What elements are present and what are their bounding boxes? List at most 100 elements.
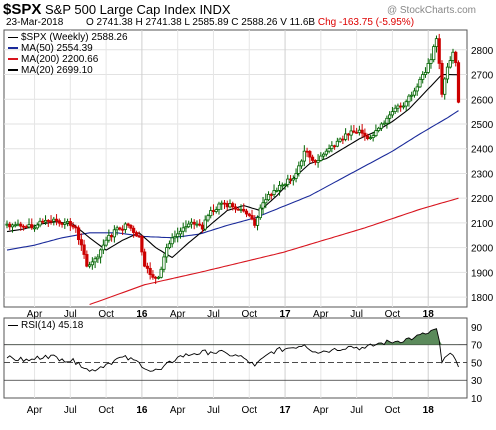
- candle-body: [335, 140, 339, 147]
- candle-body: [371, 135, 375, 138]
- candle-body: [399, 105, 403, 108]
- candle-body: [404, 101, 408, 107]
- candle-body: [261, 202, 265, 209]
- candle-body: [299, 160, 304, 167]
- x-tick-label: 18: [423, 309, 435, 320]
- candle-body: [198, 223, 202, 226]
- watermark: @ StockCharts.com: [386, 5, 476, 16]
- candle-body: [110, 234, 114, 238]
- candle-body: [76, 227, 81, 241]
- x-tick-label: Apr: [170, 309, 186, 320]
- x-tick-label: Oct: [385, 309, 401, 320]
- candle-body: [187, 223, 191, 228]
- candle-body: [286, 178, 290, 185]
- candle-body: [272, 190, 276, 195]
- candle-body: [32, 227, 37, 230]
- candle-body: [165, 247, 169, 258]
- candle-body: [366, 135, 370, 140]
- x-tick-label: Jul: [207, 405, 220, 416]
- candle-body: [264, 199, 268, 204]
- candle-body: [134, 232, 138, 237]
- x-axis-labels: Apr Apr Jul Jul Oct Oct 16 16 Apr Apr Jul Jul Oct Oct…: [27, 309, 434, 416]
- y-axis-labels: 1800 1900 2000 2100 2200 2300 2400 2500 2600 2700…: [471, 46, 494, 405]
- change-value: Chg -163.75 (-5.95%): [317, 17, 415, 28]
- candle-body: [30, 224, 34, 229]
- candle-body: [429, 59, 433, 64]
- candle-body: [173, 236, 177, 239]
- legend-ma20: MA(20) 2699.10: [8, 65, 93, 76]
- candle-body: [132, 227, 136, 233]
- price-tick-label: 2400: [471, 145, 494, 156]
- candle-body: [454, 51, 458, 64]
- candle-body: [313, 160, 317, 163]
- candle-body: [200, 224, 205, 230]
- candle-body: [63, 222, 67, 225]
- legend-price: $SPX (Weekly) 2588.26: [8, 32, 128, 43]
- x-tick-label: 17: [279, 309, 291, 320]
- candle-body: [412, 90, 417, 96]
- candle-body: [269, 194, 273, 196]
- candle-body: [321, 153, 326, 157]
- candle-body: [288, 178, 293, 181]
- candle-body: [52, 218, 56, 222]
- candle-body: [192, 221, 196, 225]
- candle-body: [330, 145, 334, 149]
- x-tick-label: Jul: [350, 309, 363, 320]
- candle-body: [27, 224, 31, 228]
- ohlc-values: O 2741.38 H 2741.38 L 2585.89 C 2588.26 …: [86, 17, 316, 28]
- candle-body: [291, 178, 295, 181]
- candle-body: [145, 265, 150, 269]
- candle-body: [434, 38, 439, 48]
- candle-body: [355, 131, 359, 134]
- candle-body: [346, 133, 350, 136]
- candle-body: [148, 267, 152, 275]
- candle-body: [363, 132, 367, 137]
- candle-body: [379, 123, 384, 129]
- x-tick-label: Apr: [170, 405, 186, 416]
- rsi-line: [6, 328, 459, 372]
- candle-body: [302, 150, 306, 162]
- rsi-tick-label: 70: [471, 341, 483, 352]
- candle-body: [71, 225, 75, 228]
- candle-body: [407, 95, 411, 103]
- price-tick-label: 2000: [471, 244, 494, 255]
- candle-body: [184, 226, 188, 229]
- candle-body: [43, 220, 48, 223]
- candle-body: [275, 189, 279, 192]
- price-tick-label: 2100: [471, 219, 494, 230]
- price-panel-frame: [3, 29, 468, 308]
- rsi-tick-label: 90: [471, 323, 483, 334]
- candle-body: [253, 218, 257, 226]
- candle-body: [349, 130, 353, 136]
- candle-body: [115, 227, 119, 231]
- candle-body: [440, 62, 444, 95]
- candle-body: [79, 239, 83, 246]
- candle-body: [217, 203, 221, 210]
- candle-body: [319, 155, 323, 161]
- x-tick-label: 17: [279, 405, 291, 416]
- candle-body: [5, 223, 9, 226]
- legend-ma200: MA(200) 2200.66: [8, 54, 98, 65]
- candle-body: [154, 276, 158, 279]
- candle-body: [21, 225, 26, 228]
- rsi-series: [4, 328, 467, 381]
- candle-body: [415, 86, 419, 92]
- x-tick-label: Oct: [241, 405, 257, 416]
- candle-body: [277, 184, 282, 191]
- candle-body: [57, 220, 61, 224]
- price-tick-label: 1900: [471, 268, 494, 279]
- candle-body: [368, 137, 372, 140]
- candle-body: [121, 228, 125, 231]
- candle-body: [393, 107, 397, 113]
- candle-body: [181, 227, 185, 232]
- candle-body: [159, 268, 163, 278]
- x-tick-label: Jul: [64, 309, 77, 320]
- price-tick-label: 1800: [471, 293, 494, 304]
- candle-body: [206, 215, 210, 221]
- candle-body: [426, 63, 430, 73]
- candle-body: [297, 165, 301, 174]
- candle-body: [96, 256, 100, 260]
- candle-body: [244, 210, 249, 215]
- x-tick-label: Jul: [64, 405, 77, 416]
- candle-body: [222, 202, 227, 205]
